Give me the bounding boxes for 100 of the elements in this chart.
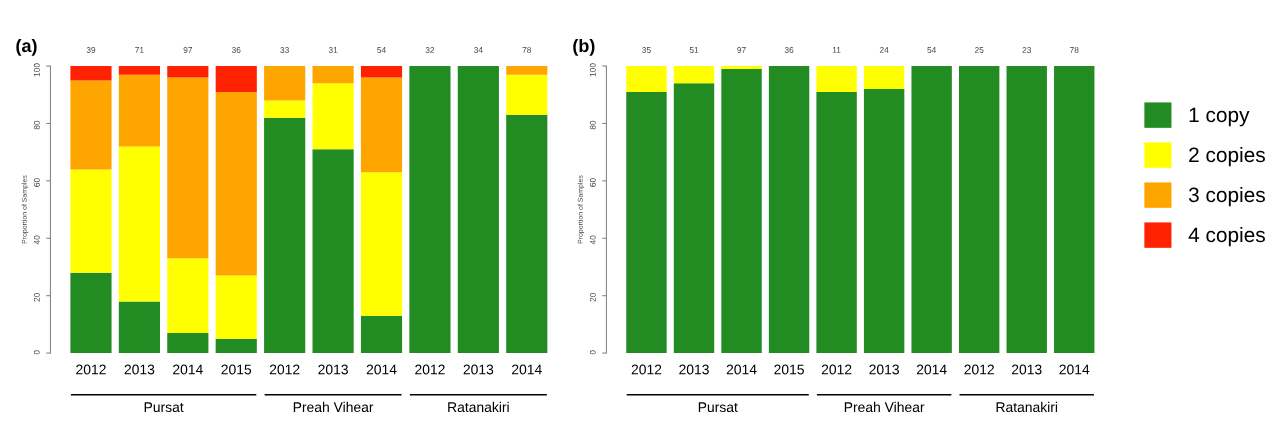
text: 11: [832, 47, 841, 53]
x-tick-label: 2013: [679, 364, 709, 375]
bar: [768, 66, 810, 354]
legend-label: 3 copies: [1188, 186, 1265, 207]
x-tick-label: 2012: [821, 364, 852, 375]
y-tick-label: 0: [33, 350, 40, 355]
bar: [264, 66, 306, 101]
text: Ratanakiri: [448, 401, 509, 413]
x-tick-label: 2012: [964, 364, 994, 375]
bar: [506, 66, 548, 75]
legend-label: 1 copy: [1189, 107, 1250, 127]
text: Ratanakiri: [996, 401, 1058, 413]
text: Preah Vihear: [844, 401, 925, 413]
x-tick-label: 2012: [415, 364, 445, 375]
x-tick-label: 2013: [1011, 364, 1042, 375]
text: 54: [927, 47, 937, 53]
text: 71: [135, 47, 144, 53]
bar: [409, 66, 451, 354]
legend-label: 4 copies: [1188, 226, 1265, 247]
text: 36: [784, 47, 794, 53]
bar: [360, 172, 403, 316]
y-tick-label: 80: [589, 120, 596, 130]
text: 24: [879, 47, 889, 53]
y-tick-label: 80: [33, 120, 40, 130]
bar: [215, 275, 257, 339]
bar: [70, 80, 112, 170]
bar: [312, 149, 354, 354]
bar: [70, 272, 112, 354]
x-tick-label: 2013: [869, 364, 899, 375]
text: 32: [425, 47, 435, 53]
bar: [215, 338, 257, 354]
y-tick-label: 100: [33, 63, 40, 77]
bar: [118, 74, 160, 147]
text: 97: [183, 47, 193, 53]
bar: [958, 66, 1000, 354]
legend-label: 2 copies: [1189, 146, 1265, 167]
y-tick-label: 40: [589, 235, 596, 245]
x-tick-label: 2015: [774, 364, 804, 375]
y-tick-label: 100: [589, 63, 596, 77]
bar: [506, 74, 548, 115]
x-tick-label: 2014: [916, 364, 947, 375]
x-tick-label: 2014: [173, 364, 203, 375]
text: Pursat: [698, 402, 738, 413]
x-tick-label: 2013: [463, 364, 494, 375]
x-tick-label: 2014: [1059, 364, 1090, 375]
bar: [167, 332, 209, 354]
text: 51: [689, 47, 699, 53]
bar: [118, 146, 160, 302]
x-tick-label: 2012: [269, 364, 300, 375]
x-tick-label: 2014: [366, 364, 397, 375]
y-tick-label: 20: [589, 292, 596, 302]
x-tick-label: 2013: [318, 364, 348, 375]
x-tick-label: 2014: [726, 364, 757, 375]
bar: [70, 66, 112, 81]
x-tick-label: 2012: [76, 364, 106, 375]
text: 54: [377, 47, 386, 53]
text: 31: [328, 47, 338, 53]
text: 39: [86, 47, 96, 53]
x-tick-label: 2012: [631, 364, 662, 375]
y-tick-label: 40: [33, 235, 40, 245]
bar: [673, 83, 715, 354]
bar: [167, 66, 209, 78]
chart-title: (b): [573, 38, 595, 56]
bar: [312, 83, 354, 150]
bar: [721, 68, 762, 354]
bar: [118, 66, 160, 75]
bar: [506, 114, 548, 354]
text: 78: [522, 47, 532, 53]
bar: [911, 66, 952, 354]
bar: [457, 66, 499, 354]
bar: [816, 66, 857, 92]
bar: [721, 66, 762, 69]
bar: [816, 91, 857, 354]
bar: [118, 301, 160, 354]
bar: [215, 66, 257, 92]
bar: [264, 117, 306, 354]
bar: [1006, 66, 1047, 354]
bar: [360, 315, 403, 354]
bar: [70, 169, 112, 273]
bar: [360, 77, 403, 173]
text: 97: [737, 47, 746, 53]
text: 34: [474, 47, 483, 53]
bar: [673, 66, 715, 84]
text: 78: [1070, 47, 1079, 53]
text: 35: [642, 47, 651, 53]
bar: [215, 91, 257, 276]
bar: [167, 77, 209, 259]
x-tick-label: 2013: [124, 364, 155, 375]
text: Preah Vihear: [293, 401, 374, 413]
y-tick-label: 60: [33, 178, 40, 187]
bar: [626, 91, 667, 354]
bar: [264, 100, 306, 118]
bar: [360, 66, 403, 78]
text: 23: [1022, 47, 1031, 53]
bar: [626, 66, 667, 92]
bar: [167, 258, 209, 333]
x-tick-label: 2014: [512, 364, 542, 375]
text: 33: [280, 47, 289, 53]
bar: [1054, 66, 1095, 354]
chart-title: (a): [16, 38, 37, 56]
